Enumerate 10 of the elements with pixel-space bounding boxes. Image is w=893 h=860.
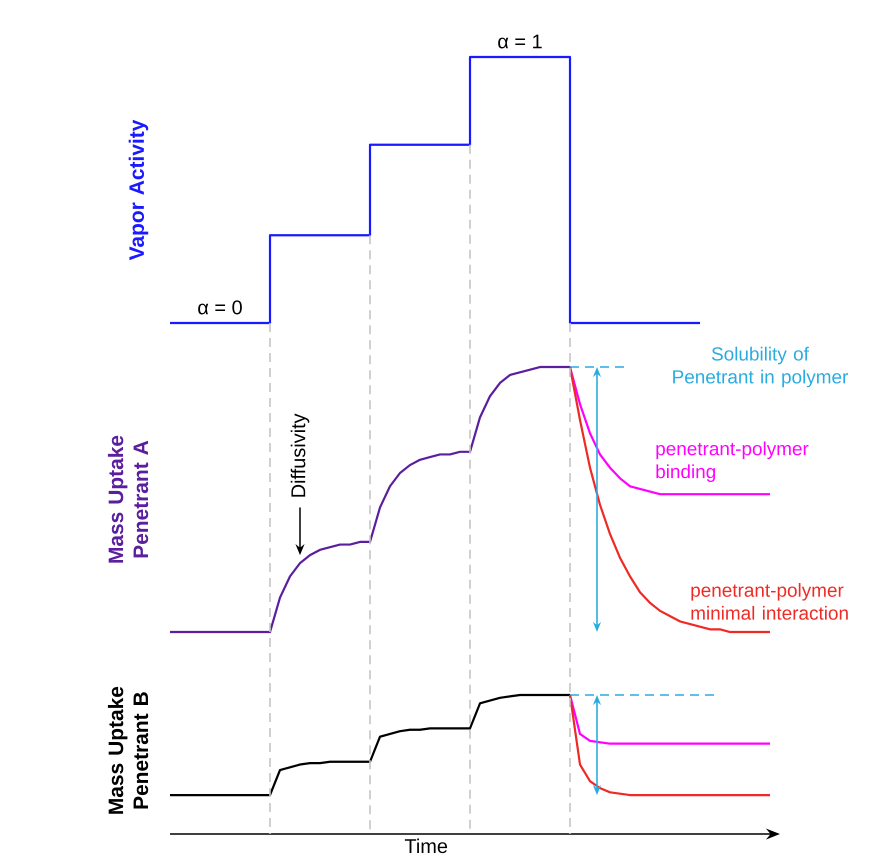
ref-line-label: Solubility of Penetrant in polymer	[673, 346, 848, 388]
y-axis-title: Mass Uptake Penetrant A	[108, 436, 148, 563]
y-axis-title: Mass Uptake Penetrant B	[108, 686, 148, 814]
annotation: α = 1	[498, 34, 542, 48]
series-label: penetrant-polymer binding	[656, 441, 808, 482]
y-axis-title: Vapor Activity	[128, 120, 148, 260]
x-axis-title: Time	[404, 838, 448, 854]
series-label: penetrant-polymer minimal interaction	[691, 582, 848, 620]
annotation: Diffusivity	[290, 413, 310, 497]
annotation: α = 0	[198, 300, 242, 314]
